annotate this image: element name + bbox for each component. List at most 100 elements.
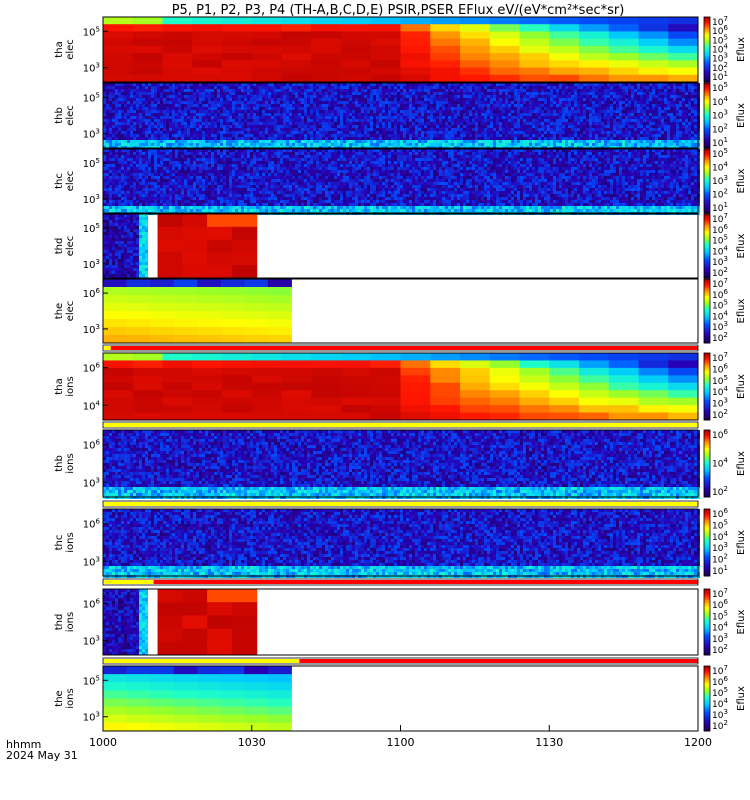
panel-stack: 105103thaelec107106105104103102101Eflux1… xyxy=(54,15,747,732)
spectrogram-cells xyxy=(103,214,258,280)
y-tick-label: 103 xyxy=(83,634,100,647)
colorbar-label: Eflux xyxy=(736,103,747,128)
colorbar-tick-label: 103 xyxy=(712,397,728,410)
y-tick-label: 106 xyxy=(83,439,101,452)
panel-frame xyxy=(102,82,699,149)
panel-frame xyxy=(102,278,699,344)
colorbar-tick-label: 103 xyxy=(712,255,728,268)
panel-label: thaelec xyxy=(54,39,76,60)
time-axis-unit-label: hhmm xyxy=(6,738,41,751)
y-tick-label: 103 xyxy=(83,711,100,724)
colorbar-label: Eflux xyxy=(736,168,747,193)
x-tick-label: 1100 xyxy=(387,736,415,749)
colorbar-tick-label: 104 xyxy=(712,530,728,543)
colorbar-tick-label: 103 xyxy=(712,52,728,65)
colorbar-tick-label: 101 xyxy=(712,201,728,214)
colorbar-tick-label: 105 xyxy=(712,33,728,46)
colorbar-tick-label: 103 xyxy=(712,541,728,554)
panel-frame xyxy=(102,16,699,83)
y-tick-label: 103 xyxy=(83,193,100,206)
chart-title: P5, P1, P2, P3, P4 (TH-A,B,C,D,E) PSIR,P… xyxy=(172,3,625,18)
spectrogram-cells xyxy=(103,430,700,499)
colorbar-tick-label: 102 xyxy=(712,61,728,74)
y-tick-label: 103 xyxy=(83,323,100,336)
colorbar-label: Eflux xyxy=(736,233,747,258)
colorbar-tick-label: 105 xyxy=(712,374,728,387)
panel-frame xyxy=(102,352,699,421)
y-tick-label: 103 xyxy=(83,128,100,141)
colorbar: 106 104 102 Eflux xyxy=(703,428,747,498)
panel-frame xyxy=(102,148,699,214)
colorbar-tick-label: 106 xyxy=(712,675,728,688)
time-axis: 1000 1030 1100 1130 1200 xyxy=(89,725,712,749)
colorbar-tick-label: 104 xyxy=(712,621,728,634)
y-tick-label: 106 xyxy=(83,362,101,375)
panel-frame xyxy=(102,588,699,656)
panel-label: theions xyxy=(54,688,76,708)
x-tick-label: 1130 xyxy=(535,736,563,749)
spectrogram-cells xyxy=(103,17,699,83)
flag-bar xyxy=(102,657,699,665)
colorbar-tick-label: 106 xyxy=(712,223,728,236)
colorbar-tick-label: 105 xyxy=(712,81,728,94)
flag-bar xyxy=(102,500,699,508)
y-tick-label: 105 xyxy=(83,25,100,38)
y-tick-label: 105 xyxy=(83,222,100,235)
colorbar-label: Eflux xyxy=(736,530,747,555)
colorbar-label: Eflux xyxy=(736,298,747,323)
panel-frame xyxy=(102,213,699,279)
colorbar-label: Eflux xyxy=(736,451,747,476)
colorbar-tick-label: 106 xyxy=(712,598,728,611)
colorbar-tick-label: 102 xyxy=(712,266,728,279)
colorbar-tick-label: 105 xyxy=(712,609,728,622)
y-tick-label: 103 xyxy=(83,476,100,489)
y-tick-label: 103 xyxy=(83,555,100,568)
x-tick-label: 1000 xyxy=(89,736,117,749)
spectrogram-cells xyxy=(103,149,700,215)
flag-bar xyxy=(102,421,699,429)
colorbar-tick-label: 105 xyxy=(712,299,728,312)
colorbar-tick-label: 106 xyxy=(712,428,728,441)
spectrogram-cells xyxy=(103,83,700,149)
colorbar-tick-label: 103 xyxy=(712,320,728,333)
flag-bar xyxy=(102,578,699,586)
colorbar-tick-label: 104 xyxy=(712,697,728,710)
colorbar-tick-label: 106 xyxy=(712,362,728,375)
colorbar-tick-label: 102 xyxy=(712,643,728,656)
colorbar-tick-label: 105 xyxy=(712,686,728,699)
colorbar-tick-label: 104 xyxy=(712,457,728,470)
y-tick-label: 103 xyxy=(83,62,100,75)
flag-bar xyxy=(102,344,699,352)
colorbar-tick-label: 102 xyxy=(712,408,728,421)
colorbar-label: Eflux xyxy=(736,37,747,62)
colorbar-tick-label: 105 xyxy=(712,147,728,160)
colorbar-tick-label: 106 xyxy=(712,24,728,37)
colorbar-tick-label: 101 xyxy=(712,136,728,149)
panel-label: thdions xyxy=(54,612,76,632)
colorbar-tick-label: 101 xyxy=(712,564,728,577)
panel-label: theelec xyxy=(54,301,76,322)
panel-label: thdelec xyxy=(54,236,76,257)
spectrogram-cells xyxy=(103,353,699,421)
panel-label: thcions xyxy=(54,532,76,552)
colorbar-tick-label: 104 xyxy=(712,309,728,322)
colorbar-tick-label: 102 xyxy=(712,553,728,566)
y-tick-label: 105 xyxy=(83,91,100,104)
colorbar-tick-label: 103 xyxy=(712,174,728,187)
colorbar-tick-label: 102 xyxy=(712,719,728,732)
y-tick-label: 103 xyxy=(83,258,100,271)
colorbar-tick-label: 103 xyxy=(712,632,728,645)
y-tick-label: 105 xyxy=(83,157,100,170)
